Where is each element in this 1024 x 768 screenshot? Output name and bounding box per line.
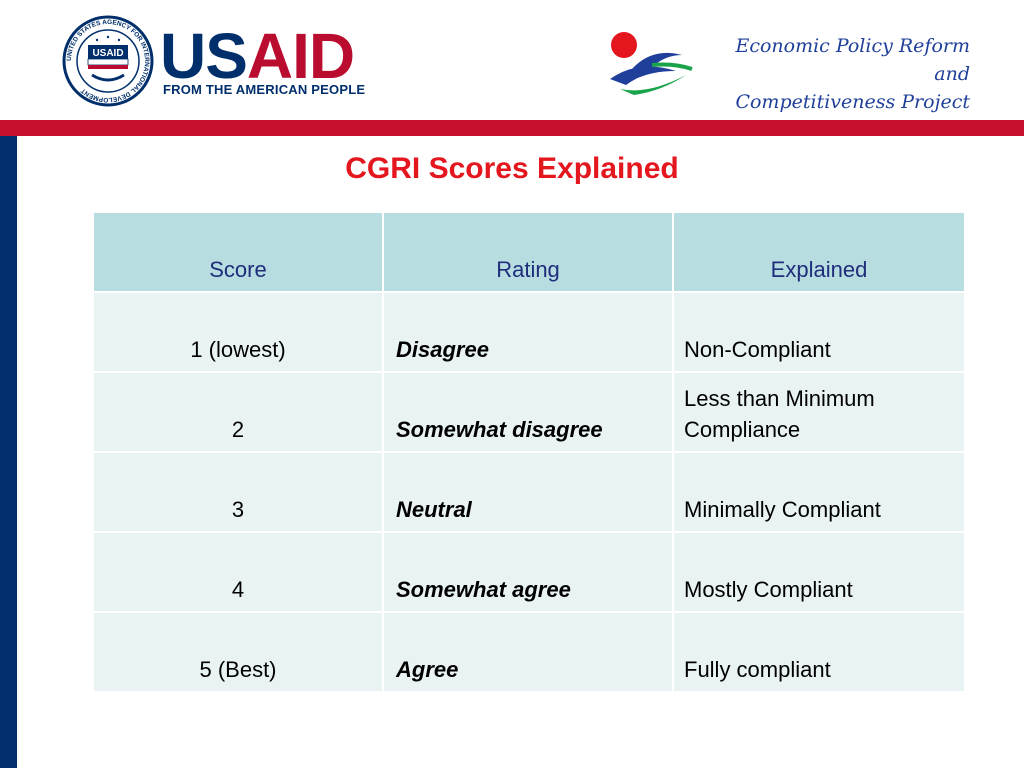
header-rating: Rating	[384, 213, 674, 293]
usaid-wordmark: USAID	[160, 20, 355, 92]
explained-cell: Non-Compliant	[674, 293, 964, 373]
rating-cell: Agree	[384, 613, 674, 693]
table-row: 3 Neutral Minimally Compliant	[94, 453, 964, 533]
slide-title: CGRI Scores Explained	[345, 152, 679, 185]
left-accent-bar	[0, 136, 17, 768]
header-divider-bar	[0, 120, 1024, 136]
project-name-line-2: Competitiveness Project	[735, 91, 970, 113]
project-swirl-logo	[610, 32, 693, 95]
header-explained: Explained	[674, 213, 964, 293]
explained-cell: Minimally Compliant	[674, 453, 964, 533]
explained-cell: Fully compliant	[674, 613, 964, 693]
rating-cell: Somewhat agree	[384, 533, 674, 613]
table-row: 5 (Best) Agree Fully compliant	[94, 613, 964, 693]
usaid-seal-logo: USAID UNITED STATES AGENCY FOR INTERNATI…	[62, 15, 154, 107]
rating-cell: Disagree	[384, 293, 674, 373]
explained-cell: Mostly Compliant	[674, 533, 964, 613]
score-cell: 5 (Best)	[94, 613, 384, 693]
usaid-tagline: FROM THE AMERICAN PEOPLE	[163, 82, 366, 97]
score-cell: 2	[94, 373, 384, 453]
score-cell: 3	[94, 453, 384, 533]
scores-table: Score Rating Explained 1 (lowest) Disagr…	[94, 213, 964, 693]
explained-cell: Less than Minimum Compliance	[674, 373, 964, 453]
header-score: Score	[94, 213, 384, 293]
score-cell: 4	[94, 533, 384, 613]
project-name: Economic Policy Reform and Competitivene…	[705, 32, 970, 116]
table-header-row: Score Rating Explained	[94, 213, 964, 293]
project-name-line-1: Economic Policy Reform and	[735, 35, 970, 85]
svg-text:USAID: USAID	[92, 48, 123, 59]
score-cell: 1 (lowest)	[94, 293, 384, 373]
table-row: 4 Somewhat agree Mostly Compliant	[94, 533, 964, 613]
rating-cell: Neutral	[384, 453, 674, 533]
table-row: 1 (lowest) Disagree Non-Compliant	[94, 293, 964, 373]
table-row: 2 Somewhat disagree Less than Minimum Co…	[94, 373, 964, 453]
rating-cell: Somewhat disagree	[384, 373, 674, 453]
